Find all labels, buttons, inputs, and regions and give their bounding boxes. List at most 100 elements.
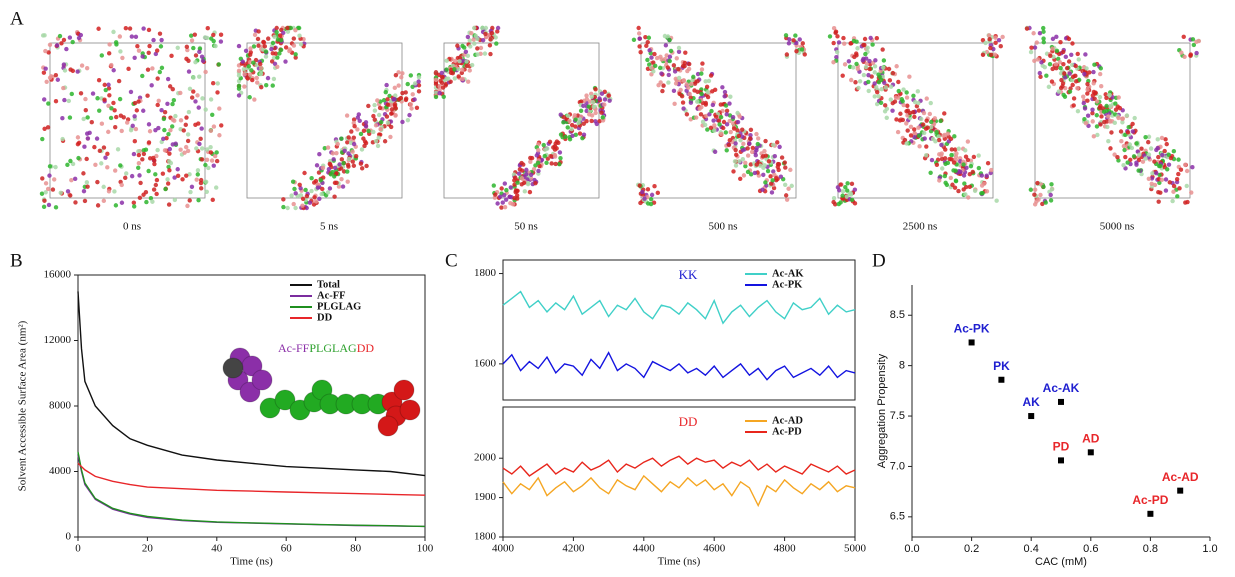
molecule [178, 90, 183, 96]
molecule [105, 151, 110, 157]
molecule [870, 42, 875, 47]
sim-box [49, 42, 206, 199]
molecule [135, 43, 140, 49]
molecule [81, 116, 86, 122]
molecule [258, 71, 264, 77]
y-tick-label: 1800 [474, 531, 497, 543]
molecule [771, 169, 776, 174]
molecule [1035, 180, 1040, 186]
molecule [1000, 34, 1005, 40]
molecule [1050, 66, 1055, 72]
molecule [731, 169, 736, 174]
molecule [1137, 152, 1142, 157]
molecule [1136, 168, 1141, 173]
molecule [1164, 141, 1169, 147]
molecule [503, 197, 509, 202]
molecule [1041, 29, 1046, 34]
molecule [835, 185, 841, 190]
molecule [787, 37, 792, 42]
molecule [167, 159, 172, 164]
molecule [194, 177, 199, 182]
x-tick-label: 40 [211, 543, 223, 555]
molecule [53, 72, 59, 78]
molecule [272, 61, 278, 67]
molecule [727, 138, 732, 143]
y-tick-label: 7.5 [890, 410, 905, 422]
molecule [255, 80, 260, 85]
molecule [976, 153, 981, 158]
molecule [405, 81, 410, 87]
molecule [916, 125, 921, 130]
molecule [399, 75, 404, 80]
molecule [319, 191, 324, 197]
molecule [330, 151, 336, 156]
molecule [943, 147, 948, 152]
molecule [127, 26, 133, 31]
molecule [334, 150, 339, 156]
molecule [1143, 134, 1148, 140]
molecule [66, 98, 72, 104]
molecule [867, 58, 872, 64]
molecule [359, 147, 365, 152]
y-tick-label: 7.0 [890, 460, 905, 472]
molecule [573, 124, 578, 129]
x-tick-label: 100 [417, 543, 434, 555]
molecule [722, 94, 727, 99]
molecule [784, 197, 790, 202]
molecule [1070, 77, 1075, 83]
molecule [243, 48, 249, 53]
subplot-title: DD [679, 414, 698, 429]
molecule [1082, 71, 1087, 77]
molecule [242, 84, 247, 89]
molecule [211, 32, 216, 38]
molecule [181, 128, 186, 133]
molecule [106, 103, 111, 108]
molecule [373, 138, 379, 144]
molecule [1098, 122, 1103, 127]
molecule [782, 182, 788, 187]
molecule [831, 60, 836, 65]
molecule [352, 124, 357, 129]
molecule [269, 46, 274, 52]
molecule [547, 139, 553, 145]
molecule [261, 40, 267, 45]
molecule [905, 103, 910, 108]
molecule [136, 99, 141, 104]
molecule [1134, 160, 1139, 165]
molecule [705, 127, 710, 132]
molecule [653, 63, 658, 69]
point [1028, 413, 1035, 420]
molecule [498, 194, 503, 199]
molecule [353, 153, 359, 159]
molecule [1053, 62, 1059, 67]
molecule [53, 99, 59, 104]
molecule [340, 184, 346, 189]
molecule [567, 118, 572, 124]
molecule [952, 134, 957, 139]
molecule [1178, 167, 1184, 172]
molecule [302, 170, 307, 176]
molecule [281, 30, 286, 36]
molecule [1152, 159, 1157, 164]
molecule [680, 63, 686, 69]
molecule [1083, 120, 1089, 126]
molecule [1091, 81, 1096, 86]
molecule [291, 201, 296, 207]
molecule [956, 146, 962, 151]
annotation-part: Ac-FF [278, 341, 310, 355]
molecule [247, 72, 253, 77]
molecule [924, 96, 929, 101]
molecule [293, 55, 298, 60]
molecule [698, 112, 704, 117]
molecule [349, 129, 354, 134]
molecule [645, 40, 650, 45]
molecule [1163, 137, 1168, 142]
molecule [385, 102, 391, 107]
molecule [459, 70, 465, 76]
molecule [151, 37, 156, 43]
molecule [979, 183, 985, 188]
molecule [119, 128, 124, 134]
molecule [783, 33, 789, 38]
series-line [502, 455, 856, 477]
series-line [502, 474, 856, 508]
